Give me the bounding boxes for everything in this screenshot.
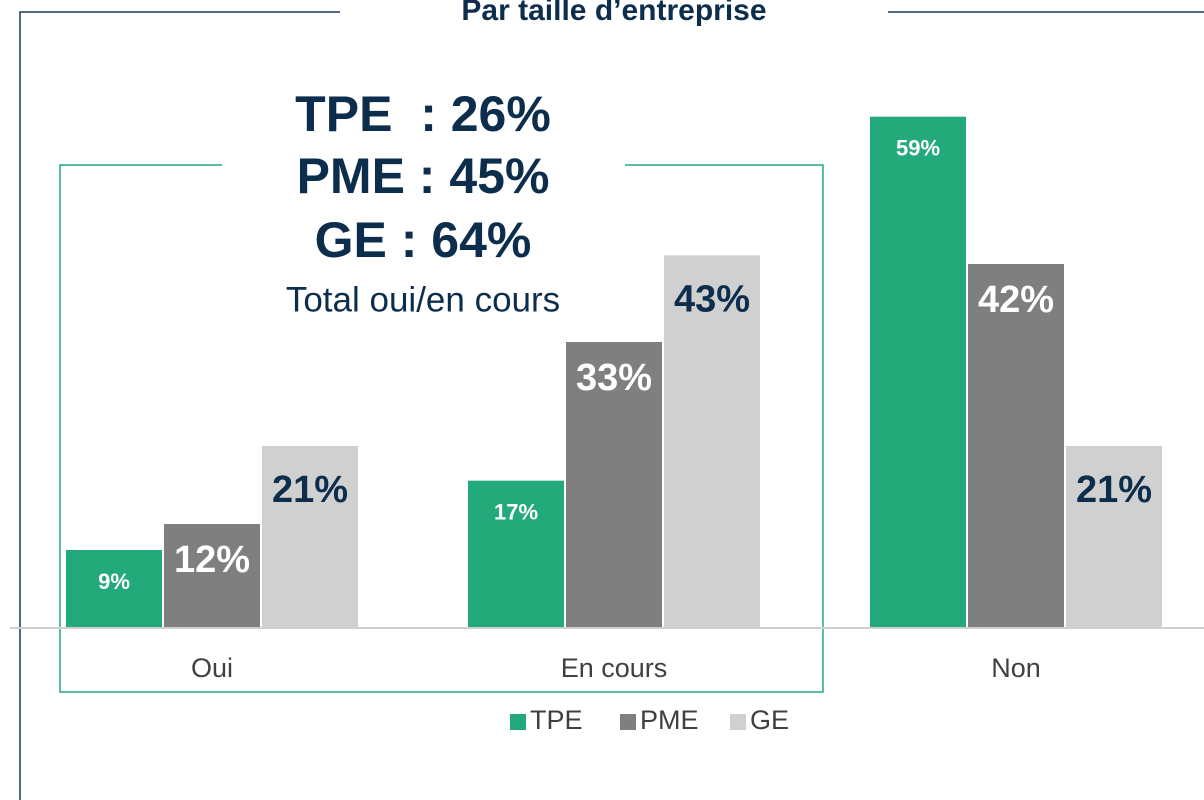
outer-frame: [19, 11, 340, 800]
x-tick-label: En cours: [561, 653, 668, 683]
bar: [164, 524, 260, 628]
data-label: 21%: [272, 469, 348, 511]
chart-title: Par taille d’entreprise: [461, 0, 766, 27]
data-label: 21%: [1076, 469, 1152, 511]
annotation: PME : 45%: [297, 148, 550, 204]
legend-swatch: [730, 714, 746, 730]
data-label: 43%: [674, 278, 750, 320]
annotation-border: [59, 164, 824, 693]
bar: [664, 255, 760, 629]
frame: [19, 11, 1204, 800]
legend-label: TPE: [530, 705, 583, 735]
legend-label: GE: [750, 705, 789, 735]
x-tick-label: Non: [991, 653, 1041, 683]
annotation: Total oui/en cours: [286, 280, 560, 319]
data-label: 59%: [896, 135, 940, 160]
bar: [262, 446, 358, 628]
bar: [870, 116, 966, 629]
legend-label: PME: [640, 705, 699, 735]
legend-swatch: [510, 714, 526, 730]
annotation: TPE : 26%: [295, 86, 551, 142]
data-label: 33%: [576, 357, 652, 399]
bar: [1066, 446, 1162, 628]
bar: [566, 342, 662, 628]
bar: [468, 480, 564, 628]
legend-swatch: [620, 714, 636, 730]
bar: [968, 264, 1064, 628]
data-label: 12%: [174, 539, 250, 581]
data-label: 17%: [494, 499, 538, 524]
annotation: GE : 64%: [315, 212, 532, 268]
data-label: 9%: [98, 569, 130, 594]
data-label: 42%: [978, 279, 1054, 321]
bar: [66, 550, 162, 628]
annotation-box: [59, 164, 824, 693]
x-tick-label: Oui: [191, 653, 233, 683]
